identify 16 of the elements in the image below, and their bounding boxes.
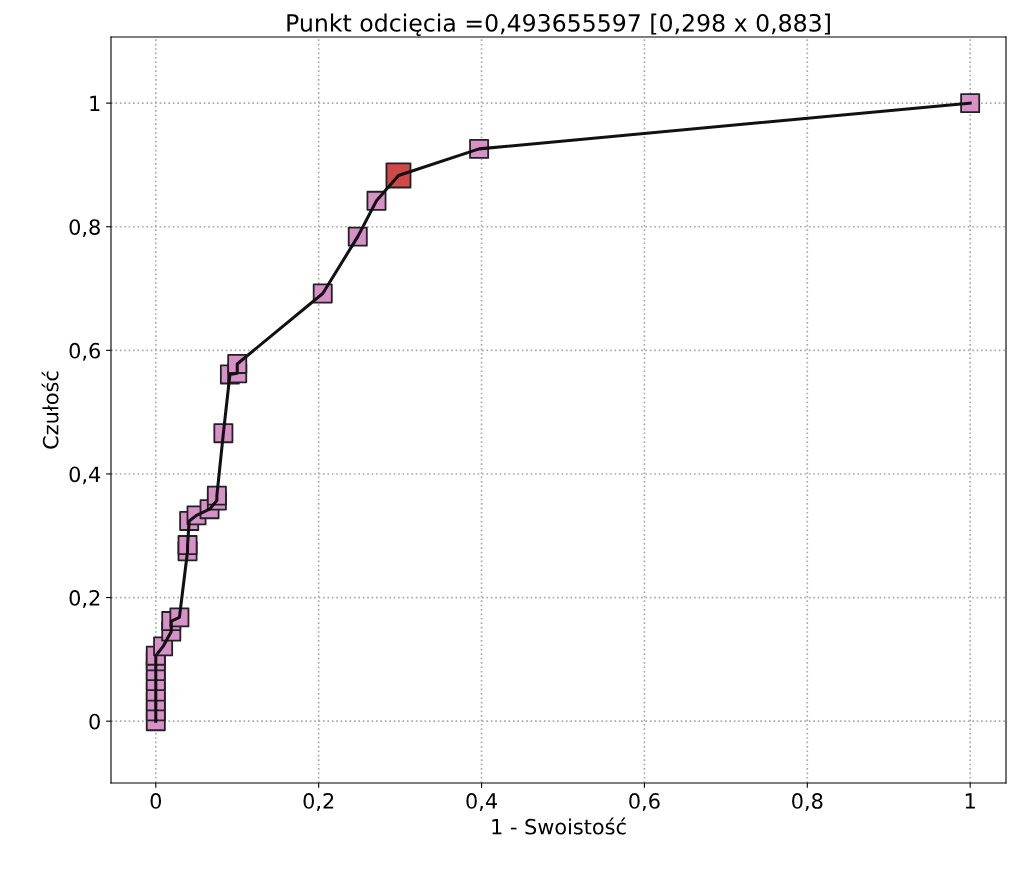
- y-tick-label: 0,2: [69, 590, 100, 608]
- x-tick-label: 0,2: [303, 793, 334, 811]
- y-tick-label: 0,4: [69, 466, 101, 485]
- y-tick-label: 0,8: [69, 219, 100, 238]
- y-tick-label: 0,6: [69, 342, 100, 361]
- x-tick-label: 0,6: [629, 793, 660, 811]
- x-tick-label: 0,8: [792, 793, 823, 811]
- x-tick-label: 0,4: [466, 793, 497, 811]
- y-tick-label: 1: [90, 95, 100, 112]
- x-tick-label: 1: [965, 793, 975, 809]
- chart-title: Punkt odcięcia =0,493655597 [0,298 x 0,883]: [287, 13, 830, 36]
- x-tick-label: 0: [150, 793, 162, 809]
- point: [960, 93, 981, 114]
- x-axis-title: 1 - Swoistość: [492, 817, 626, 835]
- y-axis-title: Czułość: [41, 371, 59, 449]
- y-tick-label: 0: [89, 713, 100, 730]
